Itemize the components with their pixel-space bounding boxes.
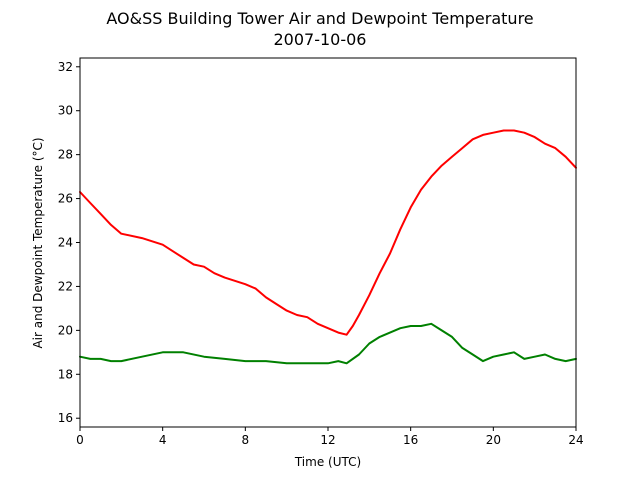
y-tick-label: 30 bbox=[58, 104, 73, 118]
y-tick-label: 28 bbox=[58, 148, 73, 162]
y-tick-label: 16 bbox=[58, 411, 73, 425]
chart-title: AO&SS Building Tower Air and Dewpoint Te… bbox=[106, 9, 533, 28]
y-axis-label: Air and Dewpoint Temperature (°C) bbox=[31, 137, 45, 348]
x-tick-label: 16 bbox=[403, 433, 418, 447]
series-layer bbox=[79, 129, 577, 365]
x-axis-label: Time (UTC) bbox=[294, 455, 361, 469]
x-tick-label: 12 bbox=[320, 433, 335, 447]
y-tick-label: 18 bbox=[58, 367, 73, 381]
y-axis-ticks: 16 18 20 22 24 26 28 30 32 bbox=[58, 60, 80, 425]
y-tick-label: 22 bbox=[58, 279, 73, 293]
y-tick-label: 20 bbox=[58, 323, 73, 337]
y-tick-label: 32 bbox=[58, 60, 73, 74]
x-tick-label: 4 bbox=[159, 433, 167, 447]
dewpoint-temperature-line bbox=[79, 322, 577, 365]
x-tick-label: 0 bbox=[76, 433, 84, 447]
y-tick-label: 26 bbox=[58, 192, 73, 206]
x-tick-label: 20 bbox=[486, 433, 501, 447]
x-axis-ticks: 0 4 8 12 16 20 24 bbox=[76, 427, 584, 447]
x-tick-label: 24 bbox=[568, 433, 583, 447]
air-temperature-line bbox=[79, 129, 577, 336]
chart-subtitle: 2007-10-06 bbox=[274, 30, 367, 49]
x-tick-label: 8 bbox=[242, 433, 250, 447]
y-tick-label: 24 bbox=[58, 236, 73, 250]
